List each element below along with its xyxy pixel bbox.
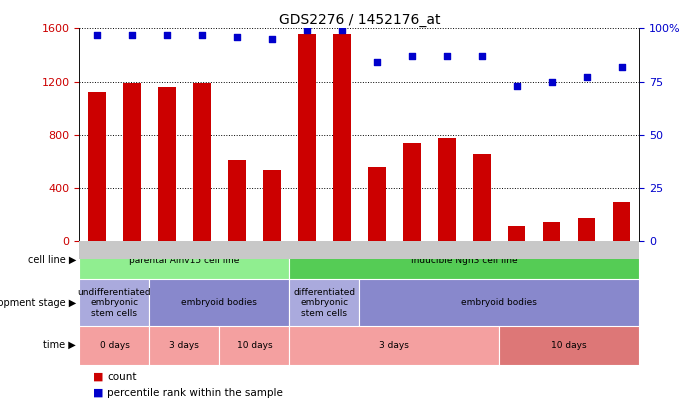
Bar bbox=[368, 167, 386, 241]
Text: time ▶: time ▶ bbox=[44, 340, 76, 350]
Point bbox=[91, 32, 102, 38]
Point bbox=[406, 53, 417, 59]
Text: 10 days: 10 days bbox=[236, 341, 272, 350]
Bar bbox=[543, 222, 560, 241]
Text: 3 days: 3 days bbox=[169, 341, 199, 350]
Bar bbox=[290, 326, 499, 364]
Bar bbox=[88, 92, 106, 241]
Text: embryoid bodies: embryoid bodies bbox=[182, 298, 257, 307]
Bar bbox=[149, 279, 290, 326]
Point bbox=[337, 27, 348, 34]
Point bbox=[162, 32, 173, 38]
Bar bbox=[613, 202, 630, 241]
Point bbox=[476, 53, 487, 59]
Text: undifferentiated
embryonic
stem cells: undifferentiated embryonic stem cells bbox=[77, 288, 151, 318]
Point bbox=[266, 36, 277, 42]
Bar bbox=[79, 279, 149, 326]
Bar bbox=[333, 34, 350, 241]
Bar bbox=[79, 326, 149, 364]
Title: GDS2276 / 1452176_at: GDS2276 / 1452176_at bbox=[278, 13, 440, 27]
Text: parental Ainv15 cell line: parental Ainv15 cell line bbox=[129, 256, 240, 265]
Bar bbox=[220, 326, 290, 364]
Bar bbox=[263, 170, 281, 241]
Bar bbox=[123, 83, 141, 241]
Point bbox=[442, 53, 453, 59]
Bar bbox=[473, 154, 491, 241]
Point bbox=[301, 27, 312, 34]
Point bbox=[511, 83, 522, 89]
Bar bbox=[578, 218, 596, 241]
Bar bbox=[228, 160, 245, 241]
Text: 0 days: 0 days bbox=[100, 341, 129, 350]
Point bbox=[616, 63, 627, 70]
Text: ■: ■ bbox=[93, 388, 104, 398]
Point bbox=[546, 78, 557, 85]
Point bbox=[371, 59, 382, 66]
Point bbox=[196, 32, 207, 38]
Text: 3 days: 3 days bbox=[379, 341, 409, 350]
Text: ■: ■ bbox=[93, 372, 104, 382]
Bar bbox=[290, 241, 639, 279]
Text: development stage ▶: development stage ▶ bbox=[0, 298, 76, 308]
Bar bbox=[298, 34, 316, 241]
Bar bbox=[499, 326, 639, 364]
Bar bbox=[158, 87, 176, 241]
Point bbox=[231, 34, 243, 40]
Bar bbox=[359, 279, 639, 326]
Text: embryoid bodies: embryoid bodies bbox=[462, 298, 537, 307]
Bar bbox=[508, 226, 525, 241]
Text: inducible Ngn3 cell line: inducible Ngn3 cell line bbox=[411, 256, 518, 265]
Bar bbox=[193, 83, 211, 241]
Bar bbox=[79, 241, 290, 279]
Text: cell line ▶: cell line ▶ bbox=[28, 255, 76, 265]
Point bbox=[126, 32, 138, 38]
Text: count: count bbox=[107, 372, 137, 382]
Bar bbox=[149, 326, 220, 364]
Bar bbox=[403, 143, 421, 241]
Point bbox=[581, 74, 592, 81]
Text: 10 days: 10 days bbox=[551, 341, 587, 350]
Text: differentiated
embryonic
stem cells: differentiated embryonic stem cells bbox=[293, 288, 355, 318]
Text: percentile rank within the sample: percentile rank within the sample bbox=[107, 388, 283, 398]
Bar bbox=[290, 279, 359, 326]
Bar bbox=[438, 138, 455, 241]
